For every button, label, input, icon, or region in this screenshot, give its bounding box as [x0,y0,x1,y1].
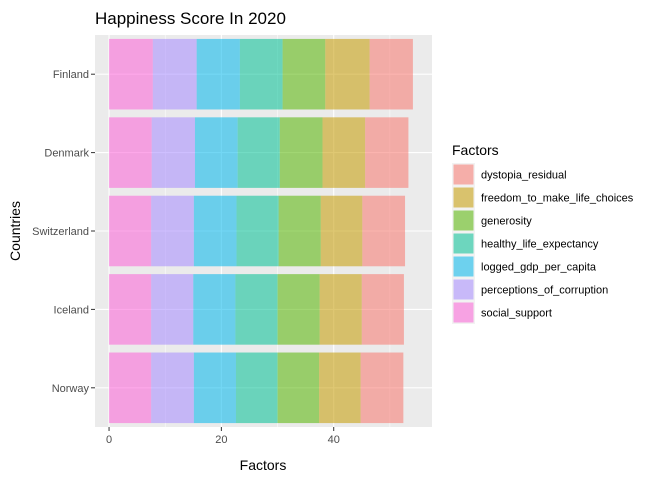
y-tick-label: Norway [52,383,90,395]
legend-swatch [453,187,474,208]
legend-item-social-support: social_support [452,301,552,324]
bar-iceland-healthy-life-expectancy [235,274,278,345]
legend-item-generosity: generosity [452,209,532,232]
bar-iceland-freedom-to-make-life-choices [319,274,362,345]
legend: Factors dystopia_residual freedom_to_make… [452,142,634,324]
legend-item-perceptions-of-corruption: perceptions_of_corruption [452,278,608,301]
x-axis-ticks: 0 20 40 [106,427,340,446]
legend-label: healthy_life_expectancy [481,239,599,251]
bar-denmark-social-support [109,117,152,188]
legend-item-logged-gdp-per-capita: logged_gdp_per_capita [452,255,597,278]
bar-finland-logged-gdp-per-capita [196,38,240,110]
bar-switzerland-logged-gdp-per-capita [193,195,237,267]
y-axis-ticks: Finland Denmark Switzerland Iceland Norway [32,69,95,395]
bar-denmark-healthy-life-expectancy [237,117,280,188]
legend-item-freedom-to-make-life-choices: freedom_to_make_life_choices [452,186,634,209]
bar-iceland-generosity [277,274,320,345]
legend-swatch [453,279,474,300]
legend-item-dystopia-residual: dystopia_residual [452,163,567,186]
y-axis-title: Countries [7,201,23,261]
bar-switzerland-freedom-to-make-life-choices [320,195,363,267]
legend-label: logged_gdp_per_capita [481,262,597,274]
bar-iceland-social-support [109,274,152,345]
bar-norway-dystopia-residual [360,352,404,424]
bar-denmark-generosity [279,117,323,188]
bar-switzerland-healthy-life-expectancy [236,195,279,267]
legend-label: generosity [481,216,532,228]
bar-norway-freedom-to-make-life-choices [319,352,361,424]
legend-swatch [453,210,474,231]
bar-finland-healthy-life-expectancy [239,38,283,110]
x-tick-label: 0 [106,434,112,446]
bar-switzerland-dystopia-residual [362,195,406,267]
bar-switzerland-perceptions-of-corruption [151,195,194,267]
legend-swatch [453,302,474,323]
x-tick-label: 20 [215,434,227,446]
bar-finland-freedom-to-make-life-choices [325,38,370,110]
legend-label: freedom_to_make_life_choices [481,193,634,205]
legend-swatch [453,233,474,254]
bar-norway-generosity [277,352,320,424]
bar-switzerland-generosity [278,195,321,267]
y-tick-label: Finland [53,69,89,81]
legend-label: dystopia_residual [481,170,567,182]
y-tick-label: Switzerland [32,226,89,238]
legend-swatch [453,256,474,277]
bar-iceland-dystopia-residual [361,274,404,345]
bars [109,38,413,424]
bar-denmark-logged-gdp-per-capita [194,117,238,188]
bar-finland-social-support [109,38,153,110]
bar-norway-healthy-life-expectancy [235,352,278,424]
legend-item-healthy-life-expectancy: healthy_life_expectancy [452,232,599,255]
bar-denmark-perceptions-of-corruption [151,117,195,188]
legend-label: social_support [481,308,552,320]
legend-swatch [453,164,474,185]
bar-iceland-logged-gdp-per-capita [193,274,236,345]
bar-finland-generosity [282,38,326,110]
y-tick-label: Iceland [54,304,89,316]
bar-finland-dystopia-residual [369,38,413,110]
bar-finland-perceptions-of-corruption [152,38,197,110]
x-axis-title: Factors [240,457,287,473]
chart-title: Happiness Score In 2020 [95,9,286,28]
bar-iceland-perceptions-of-corruption [151,274,194,345]
legend-title: Factors [452,142,499,158]
bar-norway-logged-gdp-per-capita [193,352,236,424]
bar-denmark-freedom-to-make-life-choices [322,117,366,188]
bar-norway-perceptions-of-corruption [151,352,194,424]
bar-denmark-dystopia-residual [365,117,409,188]
x-tick-label: 40 [328,434,340,446]
y-tick-label: Denmark [44,148,89,160]
bar-switzerland-social-support [109,195,152,267]
legend-label: perceptions_of_corruption [481,285,608,297]
bar-norway-social-support [109,352,152,424]
